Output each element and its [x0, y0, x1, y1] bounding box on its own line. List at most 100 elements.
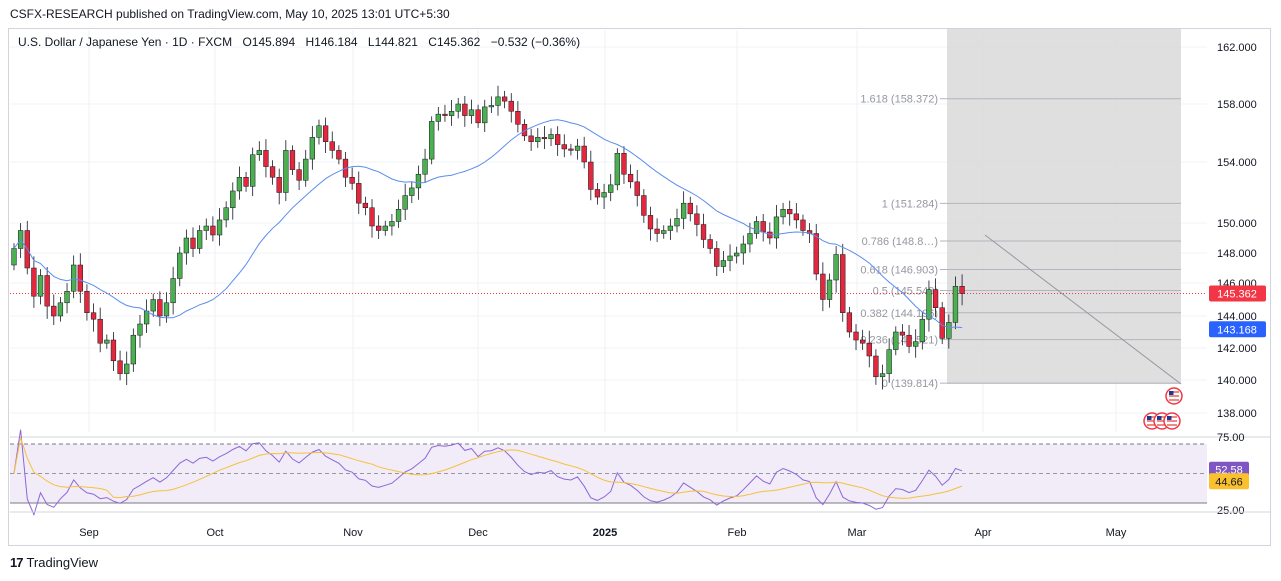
price-axis[interactable]: 162.000158.000154.000150.000148.000146.0… [1217, 42, 1257, 420]
candle [932, 278, 939, 318]
candle [269, 160, 276, 185]
fib-level-label: 0.5 (145.549) [873, 285, 938, 297]
candle [369, 199, 375, 238]
candle [475, 104, 481, 128]
candle-body [634, 181, 640, 196]
us-flag-icon [1163, 412, 1181, 430]
candle [11, 243, 17, 271]
candle [203, 218, 209, 241]
candle [422, 148, 428, 183]
price-axis-label: 154.000 [1217, 157, 1257, 169]
candle-body [793, 213, 799, 221]
candle-body [919, 318, 925, 342]
candle [395, 199, 402, 228]
candle-body [873, 355, 879, 378]
candle [296, 162, 302, 190]
candle [813, 223, 819, 281]
candle-body [475, 109, 481, 124]
candle [97, 307, 103, 353]
candle-body [680, 202, 687, 219]
candle [873, 349, 879, 385]
candle-body [31, 267, 37, 297]
candle-body [130, 334, 136, 365]
time-axis-label: Dec [468, 527, 488, 539]
candle [303, 149, 309, 187]
candle [767, 222, 773, 245]
candle-body [336, 150, 342, 160]
candle-body [230, 190, 236, 209]
ma-price-tag-text: 143.168 [1217, 324, 1257, 336]
candle-body [97, 318, 103, 344]
fib-level-label: 0.382 (144.196) [860, 308, 938, 320]
candle-body [820, 273, 826, 300]
candle-body [143, 310, 150, 325]
candle-body [727, 255, 733, 261]
candle [356, 171, 362, 214]
candle-body [700, 224, 707, 240]
candle [614, 148, 620, 191]
candle-body [71, 264, 77, 292]
candle-body [495, 96, 501, 106]
candle-body [137, 323, 143, 336]
event-flags[interactable] [1143, 387, 1183, 430]
candle [157, 291, 163, 327]
candle-body [236, 177, 243, 192]
candle [150, 293, 156, 317]
candle-body [183, 237, 190, 254]
time-axis[interactable]: Sep Oct Nov Dec 2025 Feb Mar Apr May [10, 511, 1270, 539]
candle [462, 95, 468, 127]
candle [641, 189, 647, 223]
candle-body [422, 158, 428, 175]
candle-body [57, 302, 64, 317]
published-header: CSFX-RESEARCH published on TradingView.c… [10, 7, 450, 21]
candle-body [349, 177, 355, 184]
symbol-label[interactable]: U.S. Dollar / Japanese Yen · 1D · FXCM [18, 35, 233, 49]
candle-body [800, 219, 806, 231]
candle [468, 99, 475, 124]
rsi-axis-label: 25.00 [1217, 505, 1245, 517]
candle-body [196, 230, 203, 249]
price-axis-label: 142.000 [1217, 343, 1257, 355]
candle-body [382, 225, 388, 231]
candle [700, 213, 707, 248]
candle [402, 183, 408, 221]
fib-level-label: 0.786 (148.8…) [862, 236, 938, 248]
candle-body [389, 221, 395, 227]
candle [230, 182, 236, 220]
candle-body [515, 111, 521, 125]
candle-body [170, 278, 176, 304]
candle-body [104, 339, 110, 344]
candle-body [508, 100, 514, 112]
candles [11, 85, 965, 390]
candle-body [117, 360, 123, 374]
footer-brand[interactable]: 17 TradingView [10, 555, 98, 570]
candle-body [77, 264, 83, 292]
candle-body [442, 113, 448, 116]
fib-level-label: 0 (139.814) [882, 378, 938, 390]
candle [183, 229, 190, 265]
rsi-ma-line [13, 437, 963, 499]
candle-body [216, 219, 223, 236]
candle-body [11, 248, 17, 266]
candle [488, 96, 495, 114]
candle [501, 90, 508, 109]
candle-body [362, 202, 369, 209]
ma-price-tag [1209, 321, 1266, 338]
time-axis-label: May [1106, 527, 1127, 539]
candle-body [707, 239, 713, 249]
candle [879, 364, 886, 390]
candle-body [893, 331, 899, 350]
candle-body [826, 279, 833, 300]
candle [170, 266, 176, 315]
fib-level-label: 1 (151.284) [882, 198, 938, 210]
candle [952, 276, 959, 330]
candle [435, 107, 441, 131]
close-value: C145.362 [428, 35, 481, 49]
candle [309, 126, 316, 170]
candle-body [289, 150, 296, 170]
fib-retracement: 1.618 (158.372) 1 (151.284) 0.786 (148.8…)… [860, 94, 1181, 390]
candle-body [674, 218, 680, 227]
candle [899, 324, 906, 346]
rsi-ma-tag-text: 44.66 [1215, 476, 1243, 488]
